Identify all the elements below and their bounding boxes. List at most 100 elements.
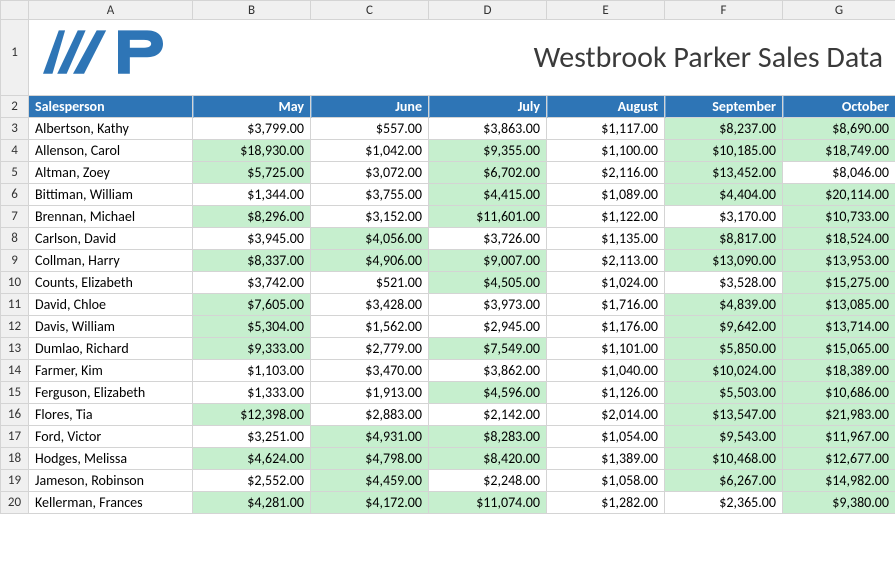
value-cell[interactable]: $1,716.00 <box>547 294 665 316</box>
value-cell[interactable]: $3,428.00 <box>311 294 429 316</box>
table-column-header[interactable]: August <box>547 96 665 118</box>
value-cell[interactable]: $8,690.00 <box>783 118 895 140</box>
value-cell[interactable]: $7,549.00 <box>429 338 547 360</box>
value-cell[interactable]: $4,415.00 <box>429 184 547 206</box>
value-cell[interactable]: $3,470.00 <box>311 360 429 382</box>
row-header[interactable]: 9 <box>1 250 29 272</box>
value-cell[interactable]: $4,798.00 <box>311 448 429 470</box>
value-cell[interactable]: $9,355.00 <box>429 140 547 162</box>
value-cell[interactable]: $9,333.00 <box>193 338 311 360</box>
salesperson-cell[interactable]: Collman, Harry <box>29 250 193 272</box>
value-cell[interactable]: $6,267.00 <box>665 470 783 492</box>
salesperson-cell[interactable]: Albertson, Kathy <box>29 118 193 140</box>
value-cell[interactable]: $10,733.00 <box>783 206 895 228</box>
value-cell[interactable]: $4,404.00 <box>665 184 783 206</box>
value-cell[interactable]: $3,862.00 <box>429 360 547 382</box>
row-header[interactable]: 1 <box>1 20 29 96</box>
value-cell[interactable]: $1,913.00 <box>311 382 429 404</box>
salesperson-cell[interactable]: Hodges, Melissa <box>29 448 193 470</box>
value-cell[interactable]: $13,547.00 <box>665 404 783 426</box>
value-cell[interactable]: $2,248.00 <box>429 470 547 492</box>
salesperson-cell[interactable]: David, Chloe <box>29 294 193 316</box>
value-cell[interactable]: $13,090.00 <box>665 250 783 272</box>
value-cell[interactable]: $8,237.00 <box>665 118 783 140</box>
salesperson-cell[interactable]: Brennan, Michael <box>29 206 193 228</box>
value-cell[interactable]: $4,596.00 <box>429 382 547 404</box>
table-column-header[interactable]: Salesperson <box>29 96 193 118</box>
value-cell[interactable]: $3,742.00 <box>193 272 311 294</box>
value-cell[interactable]: $7,605.00 <box>193 294 311 316</box>
value-cell[interactable]: $1,117.00 <box>547 118 665 140</box>
value-cell[interactable]: $3,945.00 <box>193 228 311 250</box>
value-cell[interactable]: $4,056.00 <box>311 228 429 250</box>
value-cell[interactable]: $12,398.00 <box>193 404 311 426</box>
value-cell[interactable]: $3,973.00 <box>429 294 547 316</box>
value-cell[interactable]: $13,953.00 <box>783 250 895 272</box>
value-cell[interactable]: $1,389.00 <box>547 448 665 470</box>
salesperson-cell[interactable]: Bittiman, William <box>29 184 193 206</box>
row-header[interactable]: 5 <box>1 162 29 184</box>
value-cell[interactable]: $4,505.00 <box>429 272 547 294</box>
value-cell[interactable]: $5,304.00 <box>193 316 311 338</box>
value-cell[interactable]: $20,114.00 <box>783 184 895 206</box>
row-header[interactable]: 4 <box>1 140 29 162</box>
table-column-header[interactable]: September <box>665 96 783 118</box>
row-header[interactable]: 19 <box>1 470 29 492</box>
value-cell[interactable]: $18,389.00 <box>783 360 895 382</box>
table-column-header[interactable]: July <box>429 96 547 118</box>
value-cell[interactable]: $5,503.00 <box>665 382 783 404</box>
row-header[interactable]: 20 <box>1 492 29 514</box>
salesperson-cell[interactable]: Counts, Elizabeth <box>29 272 193 294</box>
value-cell[interactable]: $9,543.00 <box>665 426 783 448</box>
table-column-header[interactable]: October <box>783 96 895 118</box>
value-cell[interactable]: $2,779.00 <box>311 338 429 360</box>
value-cell[interactable]: $5,725.00 <box>193 162 311 184</box>
value-cell[interactable]: $1,089.00 <box>547 184 665 206</box>
value-cell[interactable]: $1,101.00 <box>547 338 665 360</box>
value-cell[interactable]: $8,817.00 <box>665 228 783 250</box>
row-header[interactable]: 7 <box>1 206 29 228</box>
row-header[interactable]: 11 <box>1 294 29 316</box>
value-cell[interactable]: $15,065.00 <box>783 338 895 360</box>
value-cell[interactable]: $1,344.00 <box>193 184 311 206</box>
value-cell[interactable]: $10,185.00 <box>665 140 783 162</box>
col-header[interactable]: B <box>193 1 311 20</box>
value-cell[interactable]: $9,642.00 <box>665 316 783 338</box>
row-header[interactable]: 10 <box>1 272 29 294</box>
value-cell[interactable]: $13,714.00 <box>783 316 895 338</box>
value-cell[interactable]: $21,983.00 <box>783 404 895 426</box>
value-cell[interactable]: $1,058.00 <box>547 470 665 492</box>
salesperson-cell[interactable]: Carlson, David <box>29 228 193 250</box>
value-cell[interactable]: $4,931.00 <box>311 426 429 448</box>
value-cell[interactable]: $1,042.00 <box>311 140 429 162</box>
value-cell[interactable]: $18,930.00 <box>193 140 311 162</box>
value-cell[interactable]: $4,624.00 <box>193 448 311 470</box>
salesperson-cell[interactable]: Ford, Victor <box>29 426 193 448</box>
salesperson-cell[interactable]: Davis, William <box>29 316 193 338</box>
col-header[interactable]: C <box>311 1 429 20</box>
value-cell[interactable]: $1,562.00 <box>311 316 429 338</box>
value-cell[interactable]: $8,420.00 <box>429 448 547 470</box>
value-cell[interactable]: $2,014.00 <box>547 404 665 426</box>
value-cell[interactable]: $3,799.00 <box>193 118 311 140</box>
value-cell[interactable]: $1,176.00 <box>547 316 665 338</box>
col-header[interactable]: E <box>547 1 665 20</box>
row-header[interactable]: 13 <box>1 338 29 360</box>
salesperson-cell[interactable]: Altman, Zoey <box>29 162 193 184</box>
salesperson-cell[interactable]: Kellerman, Frances <box>29 492 193 514</box>
row-header[interactable]: 2 <box>1 96 29 118</box>
value-cell[interactable]: $13,452.00 <box>665 162 783 184</box>
row-header[interactable]: 16 <box>1 404 29 426</box>
value-cell[interactable]: $1,040.00 <box>547 360 665 382</box>
value-cell[interactable]: $1,122.00 <box>547 206 665 228</box>
value-cell[interactable]: $4,459.00 <box>311 470 429 492</box>
value-cell[interactable]: $1,282.00 <box>547 492 665 514</box>
value-cell[interactable]: $1,126.00 <box>547 382 665 404</box>
value-cell[interactable]: $4,839.00 <box>665 294 783 316</box>
value-cell[interactable]: $10,024.00 <box>665 360 783 382</box>
salesperson-cell[interactable]: Dumlao, Richard <box>29 338 193 360</box>
value-cell[interactable]: $3,170.00 <box>665 206 783 228</box>
value-cell[interactable]: $2,113.00 <box>547 250 665 272</box>
table-column-header[interactable]: May <box>193 96 311 118</box>
value-cell[interactable]: $3,726.00 <box>429 228 547 250</box>
